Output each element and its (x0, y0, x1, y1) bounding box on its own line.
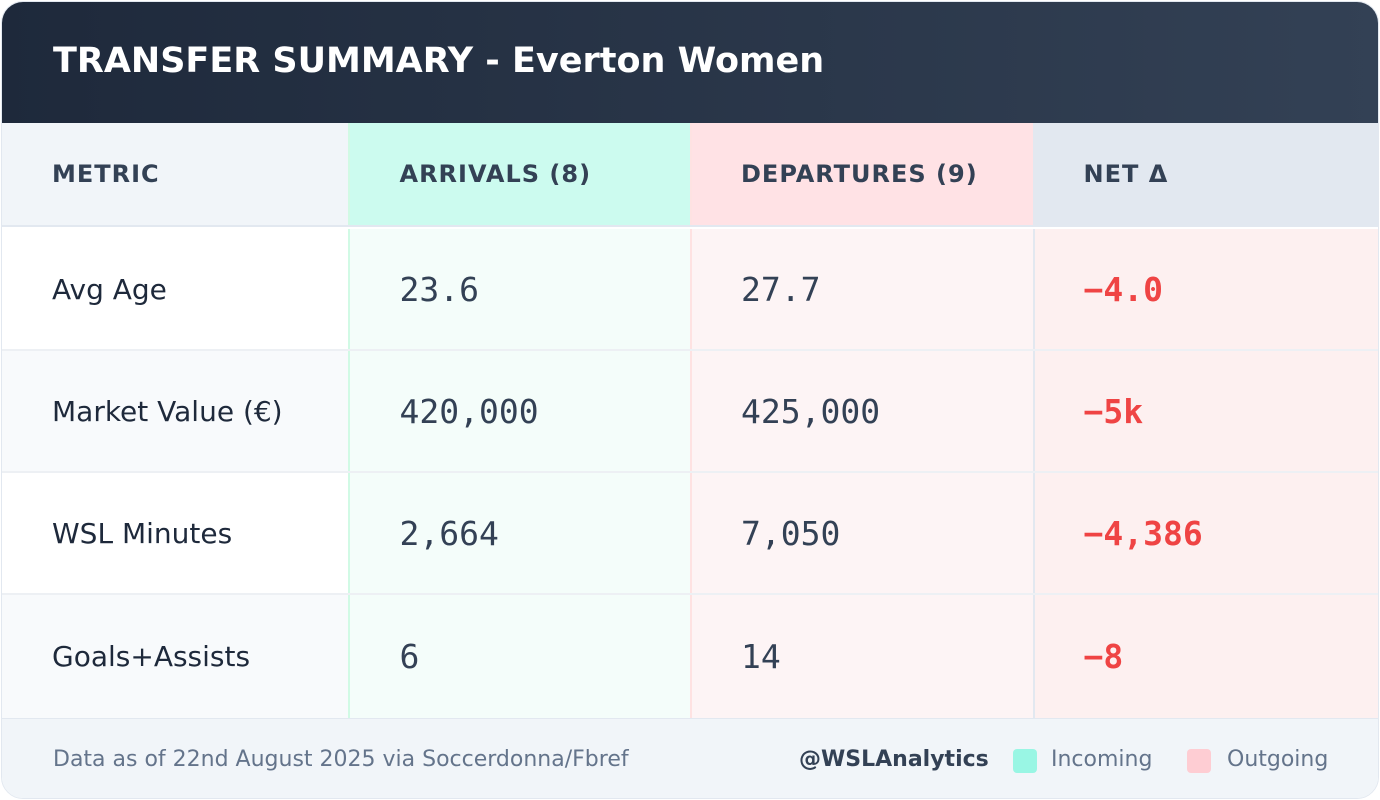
column-header-net: NET Δ (1032, 123, 1378, 225)
table-row: Goals+Assists 6 14 −8 (2, 595, 1378, 718)
net-cell: −4,386 (1032, 473, 1378, 593)
departures-value: 27.7 (741, 269, 821, 309)
author-handle: @WSLAnalytics (799, 747, 989, 772)
metric-label: Market Value (€) (52, 394, 283, 428)
arrivals-value: 6 (399, 637, 420, 676)
net-value: −4.0 (1083, 269, 1163, 309)
outgoing-legend-label: Outgoing (1227, 747, 1329, 772)
table-row: Market Value (€) 420,000 425,000 −5k (2, 351, 1378, 473)
departures-cell: 27.7 (690, 229, 1033, 349)
net-value: −8 (1083, 637, 1124, 676)
departures-value: 425,000 (741, 391, 881, 431)
table-header-row: METRIC ARRIVALS (8) DEPARTURES (9) NET Δ (2, 123, 1378, 227)
departures-value: 14 (741, 637, 781, 676)
metric-cell: WSL Minutes (2, 473, 348, 593)
net-cell: −5k (1032, 351, 1378, 471)
data-source-note: Data as of 22nd August 2025 via Soccerdo… (53, 747, 629, 772)
column-header-label: NET Δ (1083, 160, 1169, 188)
table-row: WSL Minutes 2,664 7,050 −4,386 (2, 473, 1378, 595)
incoming-legend-label: Incoming (1051, 747, 1153, 772)
incoming-legend-swatch (1013, 749, 1037, 773)
outgoing-legend-swatch (1187, 749, 1211, 773)
column-header-arrivals: ARRIVALS (8) (347, 123, 690, 225)
arrivals-cell: 6 (347, 595, 690, 718)
metric-label: WSL Minutes (52, 516, 233, 550)
net-cell: −4.0 (1032, 229, 1378, 349)
net-value: −5k (1083, 391, 1144, 431)
metric-cell: Market Value (€) (2, 351, 348, 471)
net-value: −4,386 (1083, 513, 1203, 553)
departures-cell: 14 (690, 595, 1033, 718)
column-header-metric: METRIC (2, 123, 348, 225)
column-header-label: ARRIVALS (8) (399, 160, 592, 188)
metric-label: Goals+Assists (52, 640, 251, 673)
arrivals-cell: 2,664 (347, 473, 690, 593)
net-cell: −8 (1032, 595, 1378, 718)
arrivals-cell: 420,000 (347, 351, 690, 471)
card-footer: Data as of 22nd August 2025 via Soccerdo… (2, 718, 1378, 798)
card-title: TRANSFER SUMMARY - Everton Women (53, 41, 825, 81)
departures-cell: 425,000 (690, 351, 1033, 471)
arrivals-value: 23.6 (399, 269, 479, 309)
arrivals-value: 420,000 (399, 391, 539, 431)
arrivals-value: 2,664 (399, 513, 499, 553)
metric-cell: Avg Age (2, 229, 348, 349)
departures-value: 7,050 (741, 513, 841, 553)
column-header-label: METRIC (52, 160, 160, 188)
column-header-departures: DEPARTURES (9) (690, 123, 1033, 225)
metric-cell: Goals+Assists (2, 595, 348, 718)
metric-label: Avg Age (52, 272, 167, 306)
arrivals-cell: 23.6 (347, 229, 690, 349)
column-header-label: DEPARTURES (9) (741, 160, 978, 188)
table-row: Avg Age 23.6 27.7 −4.0 (2, 229, 1378, 351)
card-header: TRANSFER SUMMARY - Everton Women (2, 2, 1378, 123)
departures-cell: 7,050 (690, 473, 1033, 593)
